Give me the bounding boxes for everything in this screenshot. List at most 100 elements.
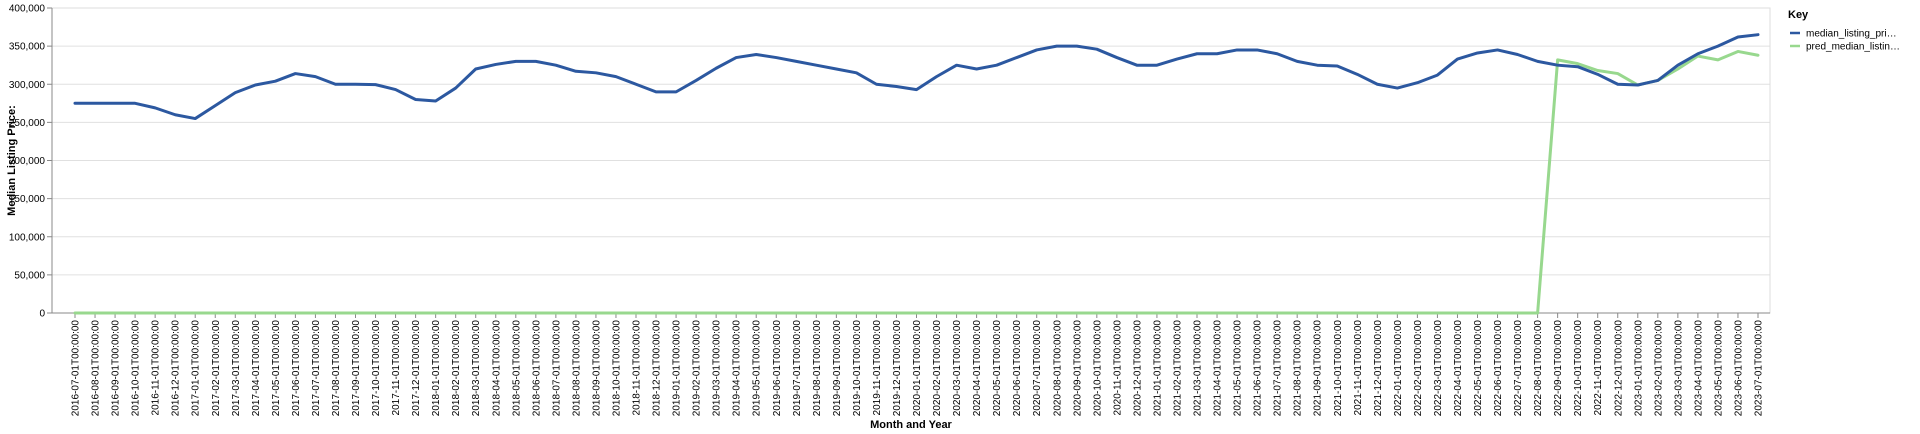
x-tick-label: 2019-06-01T00:00:00 [772,320,783,417]
x-tick-label: 2016-08-01T00:00:00 [91,320,102,417]
x-tick-label: 2020-03-01T00:00:00 [952,320,963,417]
x-tick-label: 2019-02-01T00:00:00 [692,320,703,417]
x-tick-label: 2021-09-01T00:00:00 [1313,320,1324,417]
x-tick-label: 2020-02-01T00:00:00 [932,320,943,417]
x-tick-label: 2021-05-01T00:00:00 [1233,320,1244,417]
legend-label: median_listing_pri… [1806,29,1897,40]
x-tick-label: 2021-07-01T00:00:00 [1273,320,1284,417]
x-tick-label: 2023-01-01T00:00:00 [1633,320,1644,417]
x-tick-label: 2021-02-01T00:00:00 [1172,320,1183,417]
x-tick-label: 2017-04-01T00:00:00 [251,320,262,417]
x-tick-label: 2022-01-01T00:00:00 [1393,320,1404,417]
x-tick-label: 2023-07-01T00:00:00 [1754,320,1765,417]
x-tick-label: 2019-07-01T00:00:00 [792,320,803,417]
x-tick-label: 2019-12-01T00:00:00 [892,320,903,417]
x-tick-label: 2021-04-01T00:00:00 [1213,320,1224,417]
x-axis: 2016-07-01T00:00:00 2016-08-01T00:00:00 20… [52,312,1770,417]
y-axis-title: Median Listing Price: [6,105,18,216]
x-tick-label: 2020-09-01T00:00:00 [1072,320,1083,417]
y-tick-label: 250,000 [9,118,46,129]
x-tick-label: 2017-12-01T00:00:00 [411,320,422,417]
x-tick-label: 2018-03-01T00:00:00 [471,320,482,417]
x-tick-label: 2021-10-01T00:00:00 [1333,320,1344,417]
x-tick-label: 2017-02-01T00:00:00 [211,320,222,417]
x-tick-label: 2017-01-01T00:00:00 [191,320,202,417]
legend: Key median_listing_pri… pred_median_listi… [1788,9,1900,53]
y-tick-label: 350,000 [9,42,46,53]
x-tick-label: 2023-03-01T00:00:00 [1673,320,1684,417]
y-tick-label: 400,000 [9,4,46,15]
x-tick-label: 2020-12-01T00:00:00 [1132,320,1143,417]
x-axis-title: Month and Year [870,419,952,431]
x-tick-label: 2020-07-01T00:00:00 [1032,320,1043,417]
y-tick-label: 100,000 [9,232,46,243]
x-tick-label: 2018-08-01T00:00:00 [571,320,582,417]
x-tick-label: 2020-04-01T00:00:00 [972,320,983,417]
legend-title: Key [1788,9,1809,21]
x-tick-label: 2017-05-01T00:00:00 [271,320,282,417]
x-tick-label: 2022-06-01T00:00:00 [1493,320,1504,417]
x-tick-label: 2019-11-01T00:00:00 [872,320,883,416]
x-tick-label: 2018-04-01T00:00:00 [491,320,502,417]
x-tick-label: 2023-06-01T00:00:00 [1733,320,1744,417]
x-tick-label: 2017-10-01T00:00:00 [371,320,382,417]
x-tick-label: 2017-06-01T00:00:00 [291,320,302,417]
x-tick-label: 2018-06-01T00:00:00 [531,320,542,417]
x-tick-label: 2020-10-01T00:00:00 [1092,320,1103,417]
x-tick-label: 2022-11-01T00:00:00 [1593,320,1604,416]
x-tick-label: 2017-03-01T00:00:00 [231,320,242,417]
y-axis: 0 50,000 100,000 150,000 200,000 250,000 300,0… [9,4,53,320]
x-tick-label: 2019-03-01T00:00:00 [712,320,723,417]
x-tick-label: 2020-08-01T00:00:00 [1052,320,1063,417]
x-tick-label: 2020-06-01T00:00:00 [1012,320,1023,417]
y-tick-label: 200,000 [9,156,46,167]
x-tick-label: 2019-04-01T00:00:00 [732,320,743,417]
x-tick-label: 2017-09-01T00:00:00 [351,320,362,417]
x-tick-label: 2018-05-01T00:00:00 [511,320,522,417]
x-tick-label: 2022-05-01T00:00:00 [1473,320,1484,417]
x-tick-label: 2016-10-01T00:00:00 [131,320,142,417]
x-tick-label: 2016-12-01T00:00:00 [171,320,182,417]
x-tick-label: 2023-04-01T00:00:00 [1693,320,1704,417]
x-tick-label: 2020-11-01T00:00:00 [1112,320,1123,416]
x-tick-label: 2018-02-01T00:00:00 [451,320,462,417]
x-tick-label: 2021-01-01T00:00:00 [1152,320,1163,417]
x-tick-label: 2022-08-01T00:00:00 [1533,320,1544,417]
series-line-median-listing-price [73,33,1760,121]
x-tick-label: 2023-05-01T00:00:00 [1713,320,1724,417]
x-tick-label: 2020-05-01T00:00:00 [992,320,1003,417]
x-tick-label: 2016-11-01T00:00:00 [151,320,162,416]
series-line-pred-median-listing-price [73,49,1760,315]
x-tick-label: 2018-10-01T00:00:00 [611,320,622,417]
x-tick-label: 2016-09-01T00:00:00 [111,320,122,417]
x-tick-label: 2022-04-01T00:00:00 [1453,320,1464,417]
x-tick-label: 2018-01-01T00:00:00 [431,320,442,417]
x-tick-label: 2019-05-01T00:00:00 [752,320,763,417]
x-tick-label: 2017-07-01T00:00:00 [311,320,322,417]
x-tick-label: 2021-12-01T00:00:00 [1373,320,1384,417]
series-lines [73,33,1760,315]
x-tick-label: 2019-01-01T00:00:00 [672,320,683,417]
x-tick-label: 2022-10-01T00:00:00 [1573,320,1584,417]
x-tick-label: 2022-12-01T00:00:00 [1613,320,1624,417]
y-tick-label: 0 [39,309,45,320]
x-tick-label: 2018-11-01T00:00:00 [632,320,643,416]
x-tick-label: 2022-02-01T00:00:00 [1413,320,1424,417]
legend-label: pred_median_listin… [1806,42,1900,53]
x-tick-label: 2021-11-01T00:00:00 [1353,320,1364,416]
x-tick-label: 2019-09-01T00:00:00 [832,320,843,417]
x-tick-label: 2018-12-01T00:00:00 [652,320,663,417]
y-tick-label: 50,000 [14,270,45,281]
x-tick-label: 2022-09-01T00:00:00 [1553,320,1564,417]
x-tick-label: 2022-07-01T00:00:00 [1513,320,1524,417]
x-tick-label: 2022-03-01T00:00:00 [1433,320,1444,417]
x-tick-label: 2018-09-01T00:00:00 [591,320,602,417]
y-tick-label: 150,000 [9,194,46,205]
x-tick-label: 2020-01-01T00:00:00 [912,320,923,417]
x-tick-label: 2021-03-01T00:00:00 [1193,320,1204,417]
x-tick-label: 2017-08-01T00:00:00 [331,320,342,417]
x-tick-label: 2017-11-01T00:00:00 [391,320,402,416]
x-tick-label: 2021-08-01T00:00:00 [1293,320,1304,417]
x-tick-label: 2021-06-01T00:00:00 [1253,320,1264,417]
